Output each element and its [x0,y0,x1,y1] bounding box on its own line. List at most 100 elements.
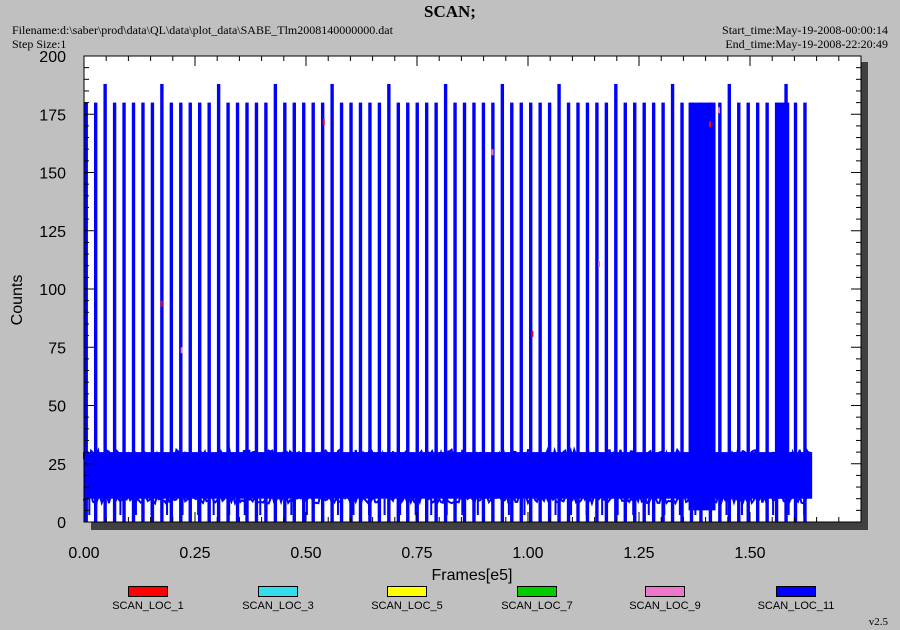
series-spike [349,102,353,522]
series-dip [725,498,728,516]
series-spike [283,102,287,522]
series-dip [601,498,604,516]
series-dip [134,498,137,516]
series-spike [538,102,542,522]
series-dip [103,498,106,516]
series-spike [529,102,533,522]
series-spike [377,102,382,522]
y-tick-label: 50 [48,399,66,416]
series-spike [718,102,722,522]
file-info: Filename:d:\saber\prod\data\QL\data\plot… [12,23,393,51]
x-tick-label: 0.75 [401,545,432,562]
series-spike [566,102,571,522]
series-dip [461,498,464,516]
legend-swatch [128,586,168,597]
y-tick-label: 150 [39,166,66,183]
series-spike [169,102,174,522]
series-spike [557,83,561,523]
axis-layer: 0 25 50 75 100 125 150 175 200 0.00 0.25 0.50 0.75 1.… [39,49,861,562]
series-spike-dense [775,102,779,499]
x-tick-label: 1.25 [623,545,654,562]
y-tick-label: 125 [39,224,66,241]
series-dip [787,498,790,516]
series-dip [476,498,479,516]
series-dip [181,498,184,516]
series-dip [492,498,495,516]
legend-item: SCAN_LOC_3 [213,586,343,612]
series-dip [632,498,635,516]
series-mark [531,330,534,337]
series-dip [305,498,308,516]
series-spike [510,102,514,522]
series-mark [180,347,183,354]
series-dip [119,498,122,516]
series-dip [772,498,775,516]
series-spike [434,102,438,522]
series-spike-dense [784,102,788,499]
series-dip [554,498,557,516]
series-dip [756,498,759,516]
series-mark [322,118,325,125]
series-spike [424,102,429,522]
x-axis-label: Frames[e5] [432,567,513,584]
series-spike [93,102,98,522]
series-spike [387,83,391,523]
series-spike-dense [712,102,716,511]
series-spike [406,102,410,522]
start-time-label: Start_time:May-19-2008-00:00:14 [722,23,888,37]
series-dip [678,498,681,516]
series-spike [462,102,467,522]
series-dip [166,498,169,516]
series-dip [585,498,588,516]
series-spike [292,102,296,522]
series-spike [727,83,732,523]
series-spike [415,102,419,522]
series-spike [198,102,202,522]
series-dip [150,498,153,516]
series-dip [383,498,386,516]
legend-item: SCAN_LOC_7 [472,586,602,612]
series-spike [595,102,599,522]
series-dip [274,498,277,516]
series-spike [481,102,486,522]
series-dip [212,498,215,516]
legend-label: SCAN_LOC_9 [629,600,701,612]
y-axis-label: Counts [9,275,26,326]
series-spike [311,102,315,522]
series-dip [507,498,510,516]
series-dip [803,498,806,516]
y-tick-label: 75 [48,340,66,357]
series-spike [358,102,363,522]
series-mark [709,121,712,128]
series-dip [616,498,619,516]
series-spike [755,102,760,522]
series-spike [254,102,259,522]
series-dip [414,498,417,516]
legend-item: SCAN_LOC_11 [731,586,861,612]
series-spike-dense [779,102,783,499]
series-dip [88,498,91,516]
series-dip [290,498,293,516]
series-mark [598,261,601,268]
legend: SCAN_LOC_1 SCAN_LOC_3 SCAN_LOC_5 SCAN_LOC_7… [0,586,900,616]
series-dip [523,498,526,516]
time-info: Start_time:May-19-2008-00:00:14 End_time… [722,23,888,51]
legend-item: SCAN_LOC_5 [342,586,472,612]
series-spike [141,102,145,522]
series-spike-dense [701,102,705,511]
series-spike [330,83,334,523]
series-spike-dense [786,102,790,499]
series-spike-dense [707,102,711,511]
series-dip [445,498,448,516]
x-tick-label: 0.50 [290,545,321,562]
series-dip [663,498,666,516]
legend-swatch [776,586,816,597]
series-dip [259,498,262,516]
legend-label: SCAN_LOC_1 [112,600,184,612]
series-spike [604,102,609,522]
series-spike-dense [781,102,785,499]
series-spike [623,102,627,522]
series-dip [399,498,402,516]
legend-swatch [258,586,298,597]
